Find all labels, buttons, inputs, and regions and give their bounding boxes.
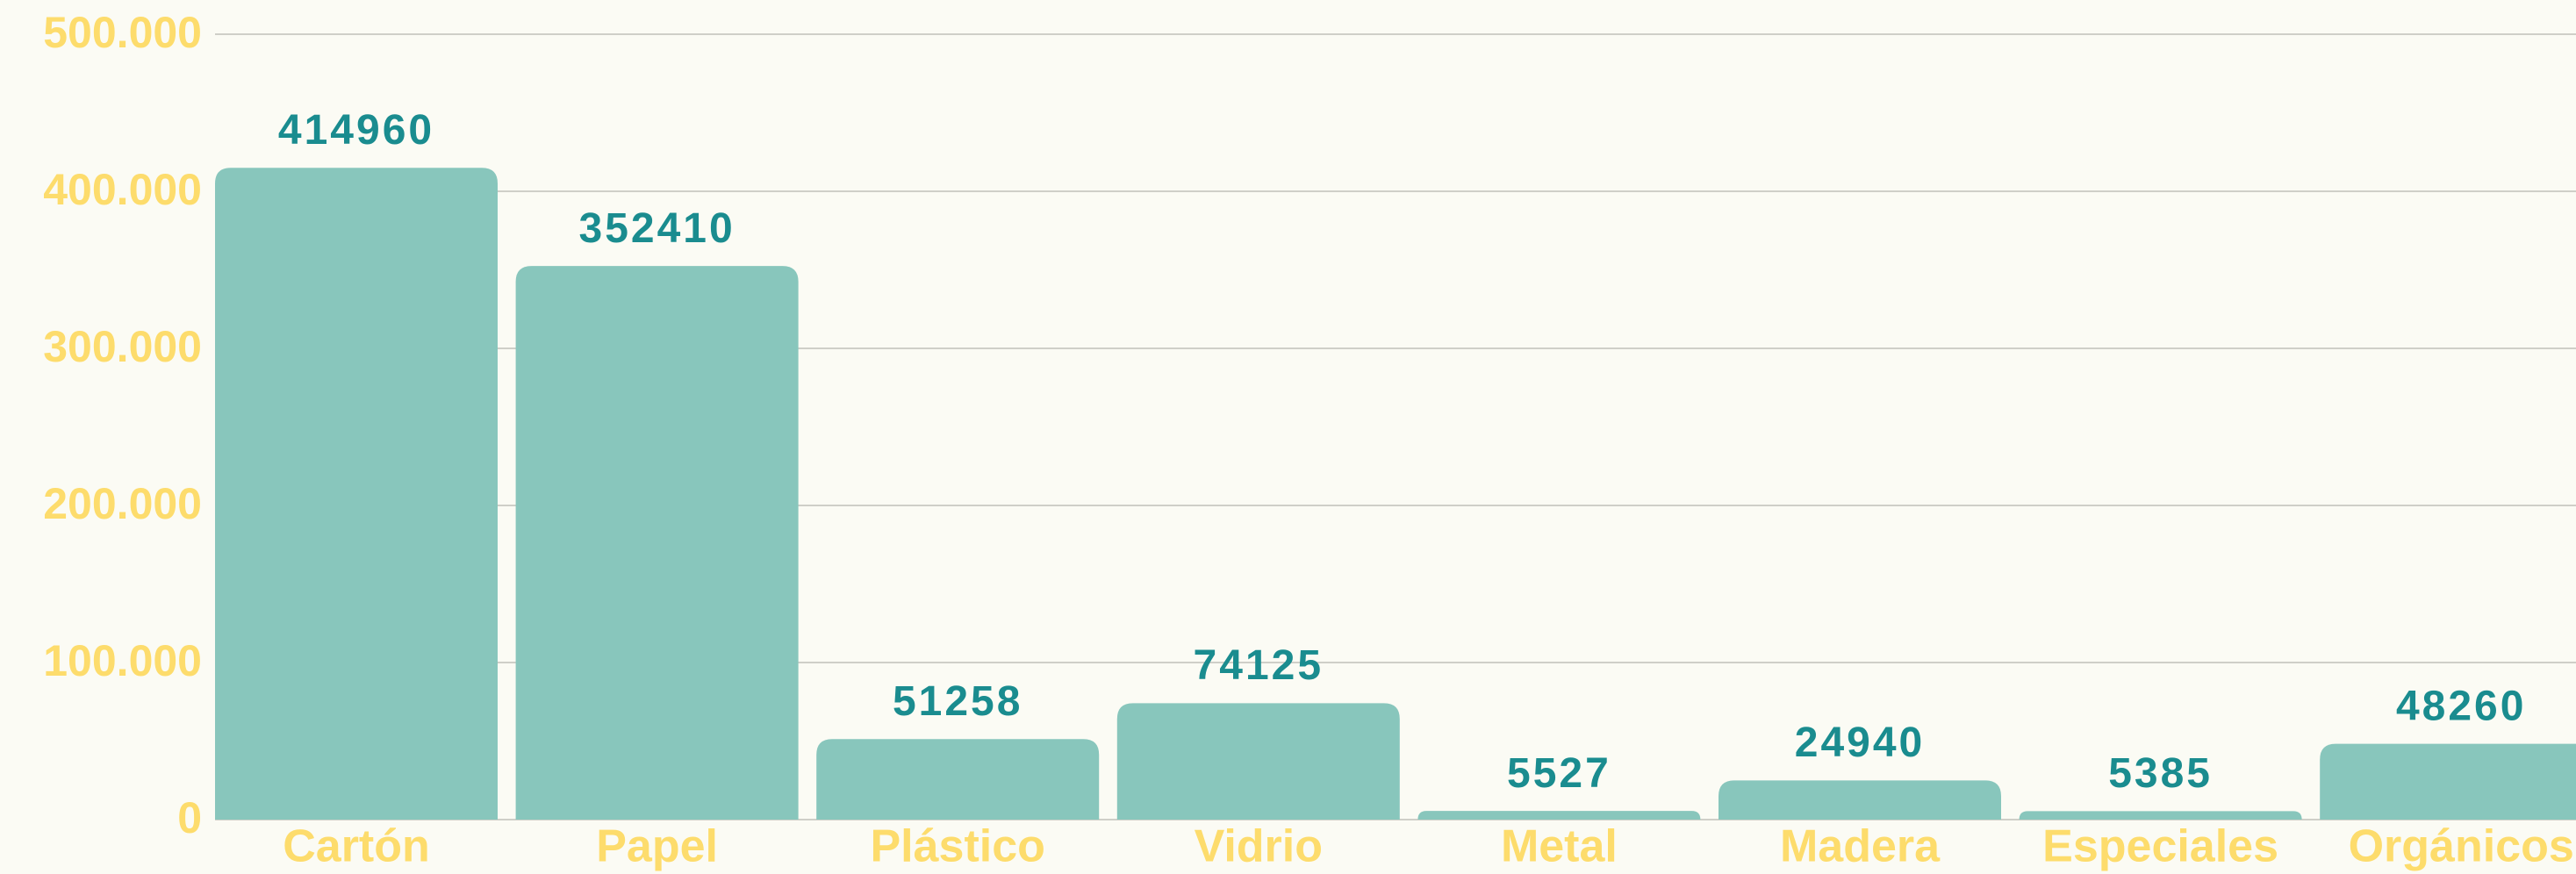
- value-label: 352410: [579, 205, 735, 252]
- bar: [215, 168, 498, 820]
- bar: [1719, 780, 2001, 820]
- x-tick-label: Orgánicos: [2349, 821, 2574, 872]
- x-tick-label: Cartón: [283, 821, 430, 872]
- value-label: 48260: [2396, 683, 2526, 729]
- value-label: 414960: [278, 107, 434, 154]
- x-tick-label: Papel: [596, 821, 718, 872]
- y-tick-label: 500.000: [43, 8, 202, 57]
- bar: [1417, 811, 1701, 820]
- bar: [2019, 811, 2302, 820]
- y-tick-label: 200.000: [43, 479, 202, 528]
- x-tick-label: Plástico: [870, 821, 1044, 872]
- y-tick-label: 300.000: [43, 322, 202, 371]
- x-tick-label: Vidrio: [1195, 821, 1323, 872]
- x-tick-label: Madera: [1780, 821, 1941, 872]
- y-tick-label: 0: [177, 793, 202, 842]
- bar: [2320, 743, 2576, 820]
- value-label: 5385: [2108, 750, 2213, 797]
- bar: [515, 266, 799, 820]
- x-tick-label: Metal: [1501, 821, 1618, 872]
- x-tick-label: Especiales: [2042, 821, 2278, 872]
- bar: [1116, 703, 1400, 820]
- value-label: 51258: [893, 678, 1023, 725]
- value-label: 74125: [1194, 642, 1324, 689]
- y-tick-label: 100.000: [43, 636, 202, 685]
- bar: [816, 739, 1100, 820]
- y-tick-label: 400.000: [43, 165, 202, 214]
- value-label: 5527: [1507, 750, 1611, 797]
- value-label: 24940: [1795, 720, 1925, 766]
